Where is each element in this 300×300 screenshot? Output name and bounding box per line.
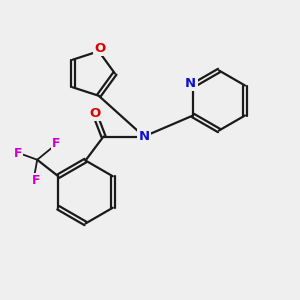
Text: O: O: [94, 42, 106, 55]
Text: F: F: [32, 174, 40, 187]
Text: F: F: [14, 147, 22, 160]
Text: F: F: [52, 137, 60, 150]
Text: O: O: [89, 107, 100, 120]
Text: N: N: [185, 76, 196, 90]
Text: N: N: [138, 130, 150, 143]
